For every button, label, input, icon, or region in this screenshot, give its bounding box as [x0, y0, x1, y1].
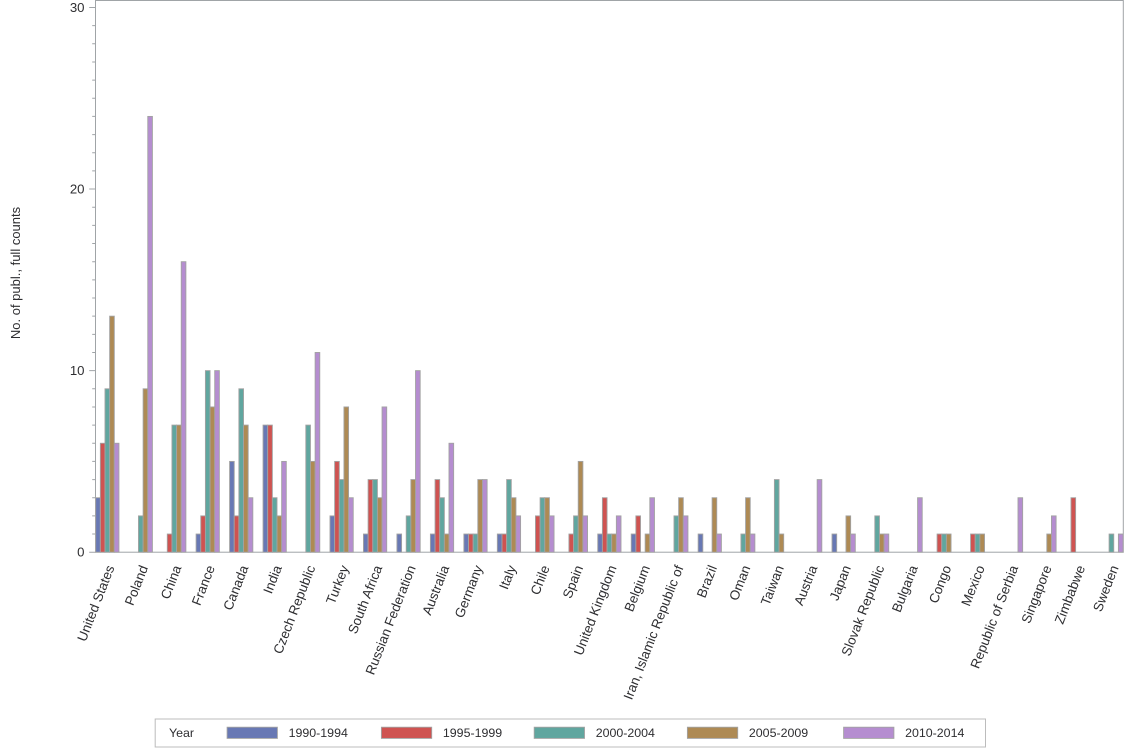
svg-text:1990-1994: 1990-1994: [289, 726, 348, 740]
svg-text:1995-1999: 1995-1999: [443, 726, 502, 740]
svg-text:10: 10: [70, 363, 85, 378]
svg-text:0: 0: [77, 545, 84, 560]
svg-text:No. of publ., full counts: No. of publ., full counts: [8, 206, 23, 339]
svg-text:Year: Year: [169, 726, 194, 740]
svg-text:30: 30: [70, 0, 85, 15]
svg-text:2005-2009: 2005-2009: [749, 726, 808, 740]
svg-text:2010-2014: 2010-2014: [905, 726, 964, 740]
svg-text:20: 20: [70, 181, 85, 196]
svg-text:2000-2004: 2000-2004: [596, 726, 655, 740]
